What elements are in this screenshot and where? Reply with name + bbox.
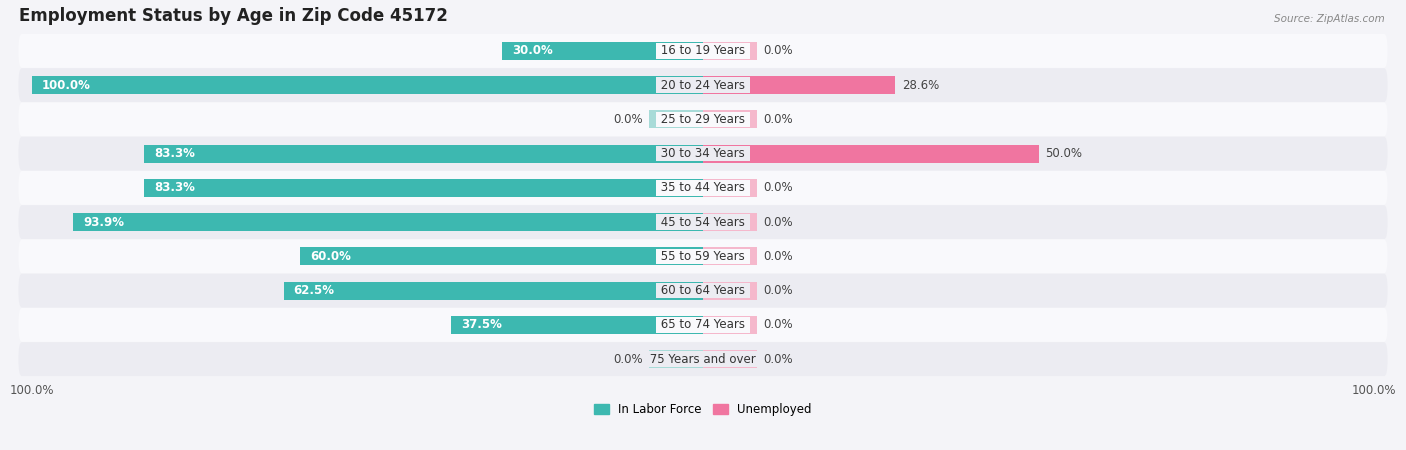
FancyBboxPatch shape (18, 342, 1388, 376)
FancyBboxPatch shape (18, 137, 1388, 171)
Bar (143, 179, 703, 197)
Text: 0.0%: 0.0% (613, 353, 643, 365)
Text: 60 to 64 Years: 60 to 64 Years (657, 284, 749, 297)
Text: 65 to 74 Years: 65 to 74 Years (657, 318, 749, 331)
Bar (703, 213, 756, 231)
Text: 55 to 59 Years: 55 to 59 Years (657, 250, 749, 263)
Text: 0.0%: 0.0% (763, 181, 793, 194)
Text: 25 to 29 Years: 25 to 29 Years (657, 113, 749, 126)
Text: 93.9%: 93.9% (83, 216, 124, 229)
Bar (703, 282, 756, 300)
Text: 75 Years and over: 75 Years and over (647, 353, 759, 365)
Bar (703, 350, 756, 368)
Text: 30.0%: 30.0% (512, 45, 553, 58)
Bar (284, 282, 703, 300)
Legend: In Labor Force, Unemployed: In Labor Force, Unemployed (589, 398, 817, 420)
Bar (703, 145, 1039, 162)
Text: 0.0%: 0.0% (763, 250, 793, 263)
Text: 0.0%: 0.0% (763, 113, 793, 126)
Bar (703, 316, 756, 334)
Text: 35 to 44 Years: 35 to 44 Years (657, 181, 749, 194)
FancyBboxPatch shape (18, 103, 1388, 136)
FancyBboxPatch shape (18, 171, 1388, 205)
FancyBboxPatch shape (18, 68, 1388, 102)
Text: 45 to 54 Years: 45 to 54 Years (657, 216, 749, 229)
Text: 83.3%: 83.3% (155, 181, 195, 194)
Text: 62.5%: 62.5% (294, 284, 335, 297)
Bar (32, 76, 703, 94)
FancyBboxPatch shape (18, 34, 1388, 68)
Bar (703, 248, 756, 266)
Text: 0.0%: 0.0% (763, 284, 793, 297)
Text: 83.3%: 83.3% (155, 147, 195, 160)
Text: 0.0%: 0.0% (763, 45, 793, 58)
Text: Employment Status by Age in Zip Code 45172: Employment Status by Age in Zip Code 451… (18, 7, 447, 25)
Bar (451, 316, 703, 334)
Text: 28.6%: 28.6% (901, 79, 939, 92)
Text: 16 to 19 Years: 16 to 19 Years (657, 45, 749, 58)
FancyBboxPatch shape (18, 239, 1388, 273)
Text: 0.0%: 0.0% (763, 353, 793, 365)
FancyBboxPatch shape (18, 308, 1388, 342)
Bar (703, 179, 756, 197)
Bar (703, 76, 896, 94)
Bar (502, 42, 703, 60)
Text: 37.5%: 37.5% (461, 318, 502, 331)
Bar (703, 42, 756, 60)
Text: 0.0%: 0.0% (763, 216, 793, 229)
Bar (143, 145, 703, 162)
FancyBboxPatch shape (18, 274, 1388, 307)
Text: 0.0%: 0.0% (763, 318, 793, 331)
Bar (650, 350, 703, 368)
Bar (650, 111, 703, 128)
Bar (301, 248, 703, 266)
Text: Source: ZipAtlas.com: Source: ZipAtlas.com (1274, 14, 1385, 23)
Text: 0.0%: 0.0% (613, 113, 643, 126)
Text: 30 to 34 Years: 30 to 34 Years (657, 147, 749, 160)
Text: 100.0%: 100.0% (42, 79, 91, 92)
Bar (73, 213, 703, 231)
Text: 60.0%: 60.0% (311, 250, 352, 263)
Text: 50.0%: 50.0% (1045, 147, 1083, 160)
Text: 20 to 24 Years: 20 to 24 Years (657, 79, 749, 92)
FancyBboxPatch shape (18, 205, 1388, 239)
Bar (703, 111, 756, 128)
